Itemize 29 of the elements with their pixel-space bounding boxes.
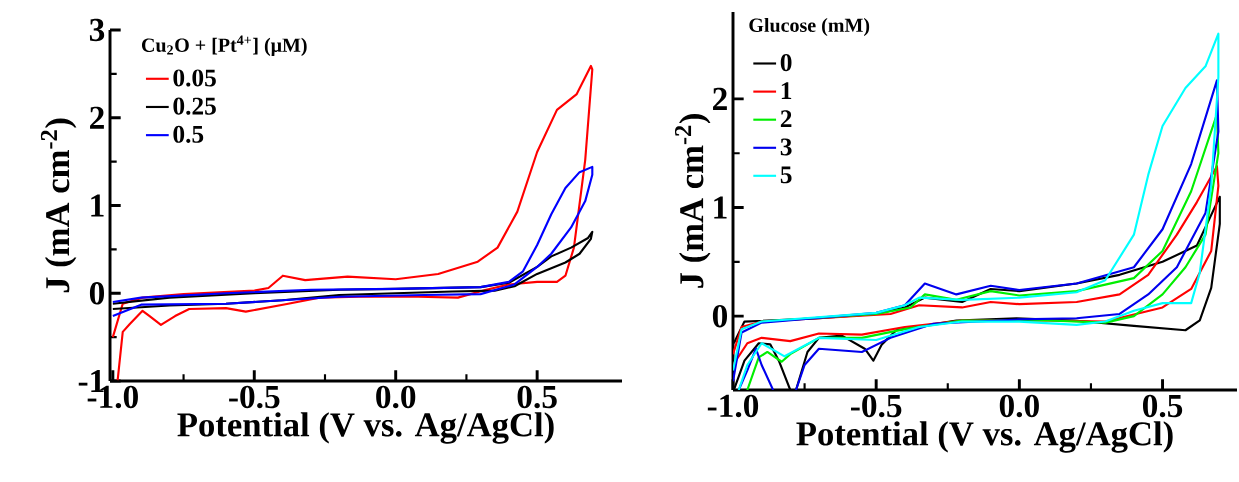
x-tick-label: -1.0: [707, 394, 759, 418]
x-tick-label: -0.5: [229, 385, 280, 409]
line-series: [111, 165, 594, 318]
y-tick-label: 1: [714, 196, 727, 219]
x-tick-label: 0.5: [1142, 394, 1183, 418]
legend-label: 0.05: [173, 69, 216, 87]
legend-label: 1: [781, 82, 792, 99]
legend-label: 0.25: [173, 97, 216, 115]
y-axis-title: J (mA cm$^{-2}$): [40, 118, 77, 293]
y-axis-title: J (mA cm$^{-2}$): [674, 114, 711, 288]
legend-title: Cu$_{2}$O + [Pt$^{4+}$] (μM): [141, 35, 307, 56]
x-tick-label: -0.5: [851, 394, 902, 418]
x-axis-title: Potential (V vs. Ag/AgCl): [796, 421, 1173, 453]
legend-label: 5: [780, 166, 792, 184]
y-tick-label: 2: [713, 87, 727, 110]
y-tick-label: 2: [90, 106, 104, 129]
legend-label: 0: [780, 54, 792, 72]
legend-label: 0.5: [173, 125, 204, 143]
y-tick-label: 0: [89, 282, 105, 305]
legend-title: Glucose (mM): [749, 17, 870, 37]
legend-label: 3: [780, 138, 792, 156]
y-tick-label: 1: [91, 194, 104, 217]
x-tick-label: 0.0: [376, 385, 416, 409]
y-tick-label: 0: [712, 304, 728, 328]
y-tick-label: 3: [89, 18, 105, 42]
x-axis-title: Potential (V vs. Ag/AgCl): [177, 412, 554, 444]
legend-label: 2: [780, 110, 792, 128]
x-tick-label: 0.0: [999, 394, 1039, 418]
x-tick-label: 0.5: [517, 385, 557, 409]
